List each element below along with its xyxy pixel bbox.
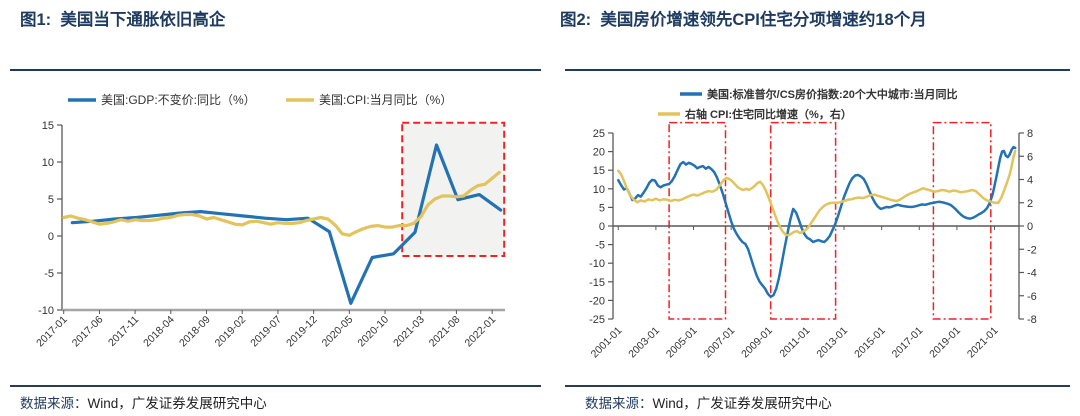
y-tick-label: -20 (589, 295, 605, 307)
figure-2-title: 图2: 美国房价增速领先CPI住宅分项增速约18个月 (560, 11, 927, 29)
y-tick-label: -6 (1027, 291, 1037, 303)
figure-1-panel: 图1: 美国当下通胀依旧高企 15 10 5 0 -5 -10 2017-01 2017-06… (10, 11, 541, 412)
y-tick-label: 10 (42, 157, 54, 169)
y-tick-label: 25 (593, 128, 605, 140)
x-tick-label: 2007-01 (702, 325, 738, 361)
y-tick-label: -10 (589, 258, 605, 270)
figure-2-title-rule (565, 69, 1070, 71)
highlight-region (668, 121, 727, 320)
source-label: 数据来源： (585, 396, 653, 411)
legend-label-1: 右轴 CPI:住宅同比增速（%，右） (684, 107, 852, 121)
y-tick-label: -15 (589, 277, 605, 289)
figure-1-title: 图1: 美国当下通胀依旧高企 (20, 11, 226, 29)
series-line-0 (617, 145, 1017, 298)
y-tick-label: 20 (593, 147, 605, 159)
x-tick-label: 2021-08 (427, 314, 463, 350)
y-tick-label: -5 (595, 240, 605, 252)
x-tick-label: 2017-06 (70, 314, 106, 350)
x-tick-label: 2011-01 (777, 325, 812, 360)
y-tick-label: 8 (1027, 128, 1033, 140)
y-tick-label: 0 (1027, 221, 1033, 233)
x-tick-label: 2005-01 (664, 325, 700, 361)
x-tick-label: 2019-12 (284, 314, 320, 350)
x-tick-label: 2018-09 (177, 314, 213, 350)
y-tick-label: -10 (38, 305, 54, 317)
figure-2-source: 数据来源：Wind，广发证券发展研究中心 (585, 392, 832, 412)
y-tick-label: -5 (44, 268, 54, 280)
y-tick-label: 4 (1027, 175, 1033, 187)
x-tick-label: 2017-01 (890, 325, 926, 361)
x-tick-label: 2001-01 (589, 325, 625, 361)
source-text: Wind，广发证券发展研究中心 (652, 396, 832, 411)
x-tick-label: 2021-01 (965, 325, 1001, 361)
legend-label-1: 美国:CPI:当月同比（%） (319, 93, 452, 107)
y-tick-label: 5 (599, 202, 605, 214)
x-tick-label: 2013-01 (814, 325, 850, 361)
figure-2-source-rule (565, 385, 1070, 387)
figure-2-panel: 图2: 美国房价增速领先CPI住宅分项增速约18个月 25 20 15 10 5 0 -5-… (540, 0, 1080, 416)
figure-1-title-rule (10, 69, 541, 71)
x-tick-label: 2019-07 (248, 314, 284, 350)
x-tick-label: 2009-01 (739, 325, 775, 361)
y-tick-label: 5 (48, 194, 54, 206)
y-tick-label: 10 (593, 184, 605, 196)
y-tick-label: -25 (589, 314, 605, 326)
figure-1-source-rule (10, 385, 541, 387)
y-tick-label: -8 (1027, 314, 1037, 326)
x-tick-label: 2021-03 (391, 314, 427, 350)
highlight-region (769, 121, 837, 320)
y-tick-label: 0 (48, 231, 54, 243)
x-tick-label: 2017-01 (34, 314, 70, 350)
source-label: 数据来源： (20, 396, 88, 411)
y-tick-label: 0 (599, 221, 605, 233)
source-text: Wind，广发证券发展研究中心 (87, 396, 267, 411)
figure-2-line-chart: 2520151050-5-10-15-20-2586420-2-4-6-8200… (589, 87, 1037, 361)
series-line-0 (70, 143, 503, 305)
x-tick-label: 2022-01 (462, 314, 498, 350)
x-tick-label: 2015-01 (852, 325, 888, 361)
y-tick-label: 15 (42, 120, 54, 132)
y-tick-label: 15 (593, 165, 605, 177)
y-tick-label: 2 (1027, 198, 1033, 210)
highlight-region (932, 121, 992, 320)
x-tick-label: 2020-05 (320, 314, 356, 350)
y-tick-label: -2 (1027, 244, 1037, 256)
legend-label-0: 美国:标准普尔/CS房价指数:20个大中城市:当月同比 (707, 87, 958, 101)
y-tick-label: 6 (1027, 151, 1033, 163)
x-tick-label: 2018-04 (141, 314, 177, 350)
x-tick-label: 2003-01 (626, 325, 662, 361)
series-line-1 (617, 149, 1017, 237)
x-tick-label: 2017-11 (106, 314, 141, 349)
x-tick-label: 2019-01 (927, 325, 963, 361)
x-tick-label: 2019-02 (213, 314, 249, 350)
y-tick-label: -4 (1027, 268, 1037, 280)
x-tick-label: 2020-10 (355, 314, 391, 350)
legend-label-0: 美国:GDP:不变价:同比（%） (101, 92, 256, 107)
figure-1-source: 数据来源：Wind，广发证券发展研究中心 (20, 392, 267, 412)
series-line-1 (62, 170, 501, 237)
